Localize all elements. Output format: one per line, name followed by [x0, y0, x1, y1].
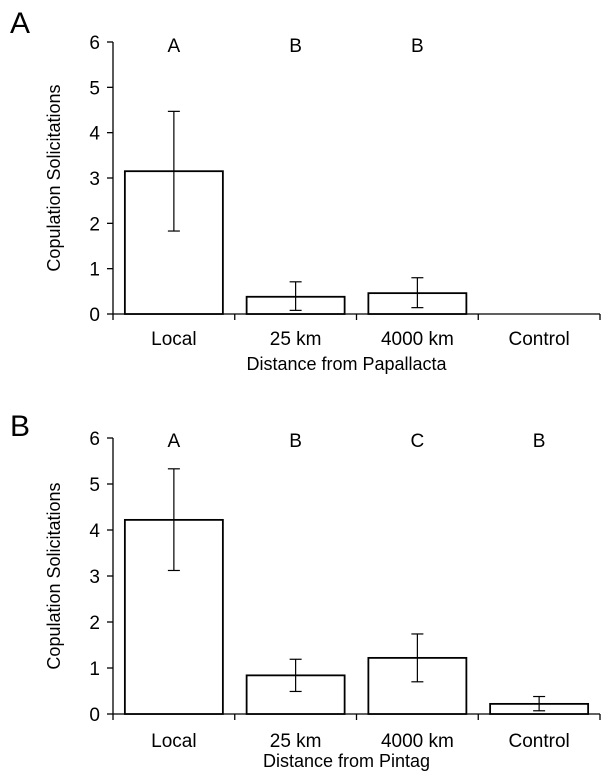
- significance-letter: A: [168, 431, 181, 452]
- y-tick-label: 1: [89, 659, 100, 680]
- category-label: 4000 km: [381, 329, 454, 350]
- y-tick-label: 1: [89, 260, 100, 281]
- chart-panel-b: B 0 1 2 3 4 5 6 Local A 25 km B 4000 km C Control B Dist…: [10, 410, 601, 771]
- category-label: 25 km: [270, 731, 322, 752]
- panel-label: A: [10, 7, 30, 40]
- y-tick-label: 4: [89, 521, 100, 542]
- y-tick-label: 5: [89, 475, 100, 496]
- y-tick-label: 4: [89, 124, 100, 145]
- category-label: Control: [509, 329, 570, 350]
- y-tick-label: 2: [89, 613, 100, 634]
- significance-letter: A: [168, 36, 181, 57]
- category-label: Local: [151, 329, 196, 350]
- x-axis-label: Distance from Pintag: [263, 751, 430, 771]
- y-tick-label: 2: [89, 214, 100, 235]
- significance-letter: B: [289, 36, 302, 57]
- y-tick-label: 5: [89, 78, 100, 99]
- y-tick-label: 3: [89, 169, 100, 190]
- y-axis-label: Copulation Solicitations: [44, 84, 64, 271]
- y-tick-label: 6: [89, 33, 100, 54]
- category-label: Control: [509, 731, 570, 752]
- significance-letter: B: [289, 431, 302, 452]
- category-label: 4000 km: [381, 731, 454, 752]
- category-label: 25 km: [270, 329, 322, 350]
- panel-label: B: [10, 410, 30, 443]
- chart-panel-a: A 0 1 2 3 4 5 6 Local A 25 km B 4000 km B Control Dista…: [10, 7, 601, 374]
- significance-letter: B: [411, 36, 424, 57]
- y-axis-label: Copulation Solicitations: [44, 482, 64, 669]
- significance-letter: B: [533, 431, 546, 452]
- x-axis-label: Distance from Papallacta: [246, 354, 447, 374]
- category-label: Local: [151, 731, 196, 752]
- y-tick-label: 0: [89, 305, 100, 326]
- y-tick-label: 3: [89, 567, 100, 588]
- y-tick-label: 6: [89, 429, 100, 450]
- y-tick-label: 0: [89, 705, 100, 726]
- significance-letter: C: [411, 431, 425, 452]
